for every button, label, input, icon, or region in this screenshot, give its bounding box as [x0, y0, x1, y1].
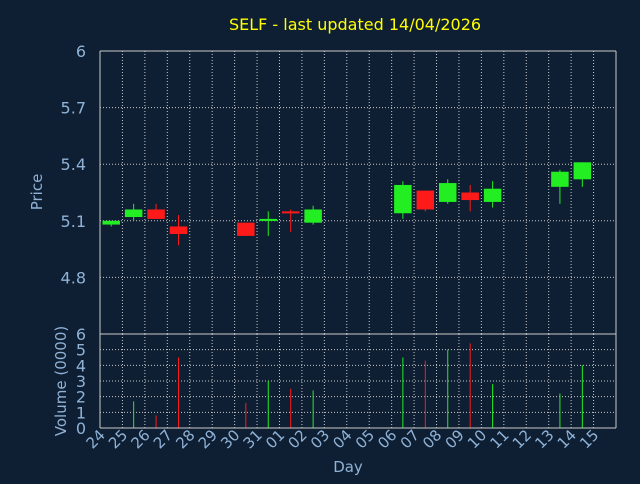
candle	[169, 215, 188, 246]
price-tick-label: 4.8	[61, 268, 86, 287]
candle-body	[281, 211, 300, 214]
candle	[394, 181, 412, 219]
volume-tick-label: 0	[76, 419, 86, 438]
day-axis-label: Day	[333, 458, 363, 476]
candle-body	[124, 209, 143, 218]
chart-title: SELF - last updated 14/04/2026	[229, 15, 481, 34]
candles	[102, 162, 592, 246]
candle-body	[416, 190, 435, 210]
day-tick-label: 15	[576, 426, 602, 452]
price-tick-label: 6	[76, 42, 86, 61]
volume-bars	[133, 343, 583, 428]
volume-tick-label: 4	[76, 356, 86, 375]
candle	[461, 184, 479, 212]
candle	[147, 203, 165, 219]
candle-body	[394, 184, 412, 214]
price-axis-label: Price	[28, 174, 46, 211]
candle-body	[259, 218, 278, 221]
candle	[551, 169, 569, 204]
candle	[483, 181, 502, 208]
plot-frames	[99, 50, 617, 429]
volume-tick-label: 3	[76, 372, 86, 391]
price-tick-label: 5.4	[61, 155, 86, 174]
candle-body	[483, 188, 502, 202]
candle-body	[461, 192, 479, 201]
candle-body	[237, 222, 255, 236]
candle	[259, 211, 278, 236]
volume-tick-label: 6	[76, 325, 86, 344]
price-grid	[100, 51, 616, 334]
candle-body	[438, 183, 457, 202]
candle-body	[551, 171, 569, 187]
volume-grid	[100, 334, 616, 428]
candle	[416, 190, 435, 212]
candle	[573, 162, 592, 187]
candle-body	[102, 220, 120, 225]
candle	[304, 205, 322, 225]
price-tick-labels: 4.8 5.1 5.4 5.7 6	[61, 42, 86, 287]
volume-tick-label: 1	[76, 403, 86, 422]
candle-body	[169, 226, 188, 235]
price-tick-label: 5.7	[61, 99, 86, 118]
volume-tick-label: 5	[76, 341, 86, 360]
candle	[281, 209, 300, 233]
candle-body	[304, 209, 322, 223]
volume-axis-label: Volume (0000)	[52, 326, 70, 436]
price-tick-label: 5.1	[61, 212, 86, 231]
candle-body	[573, 162, 592, 180]
candle	[237, 222, 255, 236]
candle	[438, 179, 457, 204]
candle	[124, 203, 143, 221]
day-tick-labels: 2425262728293031010203040506070809101112…	[83, 426, 603, 452]
volume-tick-label: 2	[76, 388, 86, 407]
candle	[102, 220, 120, 227]
candle-body	[147, 209, 165, 219]
